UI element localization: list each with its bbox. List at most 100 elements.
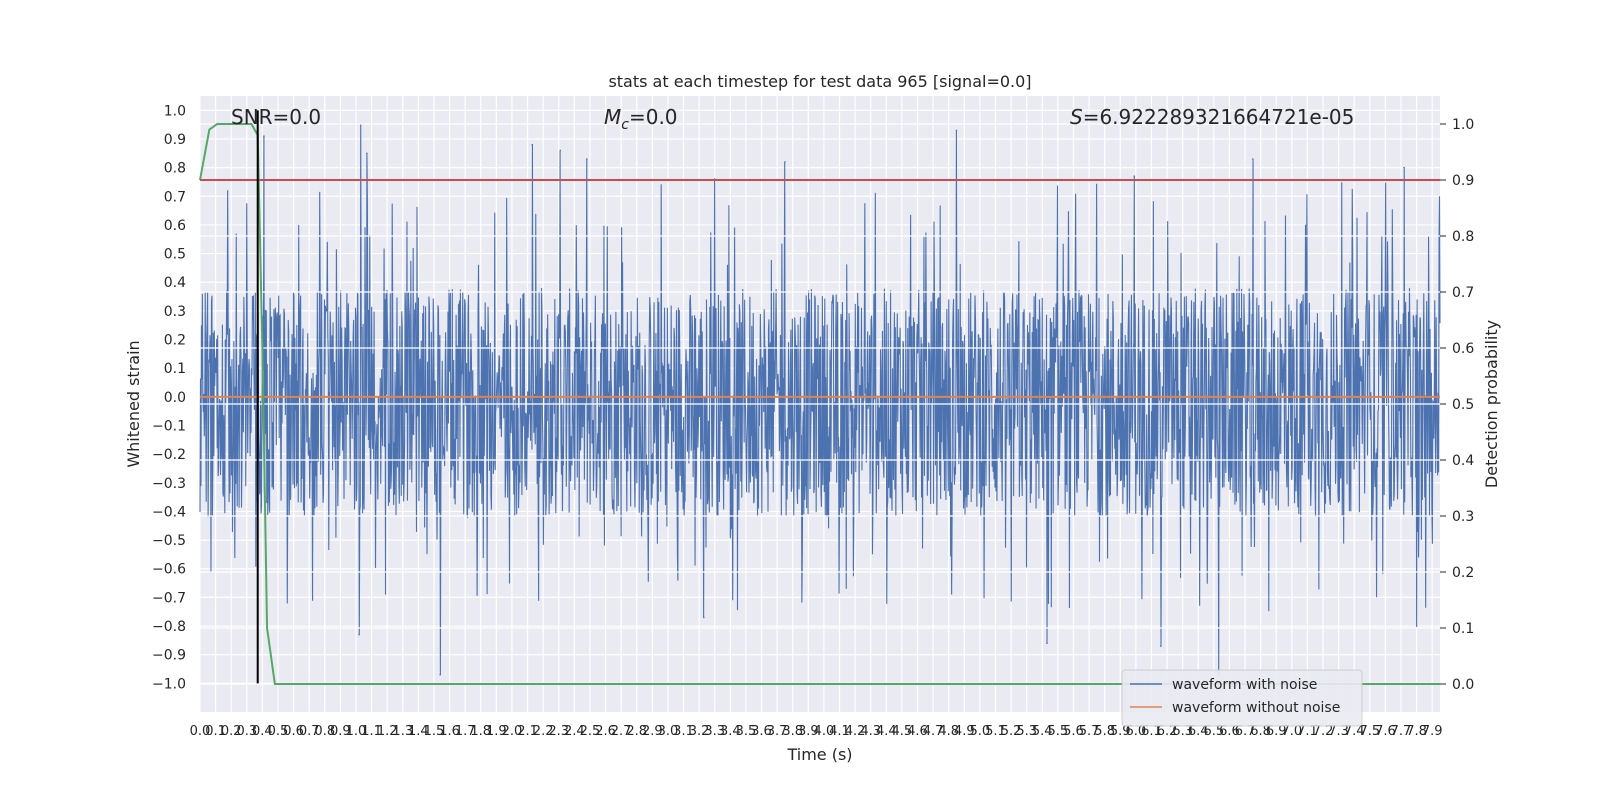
noise-peak-point <box>702 616 705 619</box>
y-tick-label: −0.8 <box>152 619 186 635</box>
s-annotation: S=6.922289321664721e-05 <box>1070 105 1354 129</box>
x-tick-label: 2.7 <box>611 724 632 739</box>
legend-label-waveform-with-noise: waveform with noise <box>1172 677 1317 693</box>
x-tick-label: 7.1 <box>1297 724 1318 739</box>
x-tick-label: 3.7 <box>767 724 788 739</box>
x-tick-label: 2.6 <box>595 724 616 739</box>
x-tick-label: 0.5 <box>268 724 289 739</box>
y-tick-label: −0.5 <box>152 533 186 549</box>
x-tick-label: 7.3 <box>1328 724 1349 739</box>
x-tick-label: 1.9 <box>486 724 507 739</box>
x-tick-label: 2.8 <box>626 724 647 739</box>
x-tick-label: 4.8 <box>938 724 959 739</box>
x-tick-label: 7.2 <box>1313 724 1334 739</box>
x-tick-label: 0.8 <box>314 724 335 739</box>
y-tick-label: −0.2 <box>152 447 186 463</box>
noise-peak-point <box>1252 158 1254 160</box>
x-tick-label: 5.8 <box>1094 724 1115 739</box>
x-tick-label: 5.0 <box>970 724 991 739</box>
x-tick-label: 1.7 <box>455 724 476 739</box>
noise-peak-point <box>531 143 534 146</box>
x-tick-label: 1.2 <box>377 724 398 739</box>
noise-peak-point <box>1415 625 1418 627</box>
y-tick-label: −0.3 <box>152 476 186 492</box>
x-tick-label: 5.6 <box>1063 724 1084 739</box>
x-tick-label: 0.3 <box>236 724 257 739</box>
x-tick-label: 7.9 <box>1422 724 1443 739</box>
y-tick-label: −0.7 <box>152 590 186 606</box>
legend-box <box>1121 669 1363 727</box>
x-tick-label: 6.3 <box>1172 724 1193 739</box>
x-tick-label: 1.4 <box>408 724 429 739</box>
y-tick-label: 0.8 <box>164 161 186 177</box>
x-tick-label: 6.0 <box>1126 724 1147 739</box>
y2-tick-label: 0.0 <box>1452 677 1474 693</box>
series-layer <box>199 123 1441 676</box>
x-tick-label: 3.5 <box>736 724 757 739</box>
y2-tick-label: 0.5 <box>1452 397 1474 413</box>
x-tick-label: 2.3 <box>548 724 569 739</box>
noise-peak-point <box>263 135 265 137</box>
x-tick-label: 4.4 <box>876 724 897 739</box>
x-tick-label: 2.1 <box>517 724 538 739</box>
y-tick-label: 0.3 <box>164 304 186 320</box>
x-tick-label: 6.5 <box>1203 724 1224 739</box>
x-tick-label: 4.7 <box>923 724 944 739</box>
y-tick-label: 0.2 <box>164 333 186 349</box>
noise-peak-point <box>1046 642 1048 645</box>
noise-peak-point <box>559 149 562 152</box>
x-tick-label: 4.2 <box>845 724 866 739</box>
x-tick-label: 5.5 <box>1048 724 1069 739</box>
noise-peak-point <box>358 633 360 636</box>
x-tick-label: 2.9 <box>642 724 663 739</box>
y2-tick-label: 0.1 <box>1452 621 1474 637</box>
mc-value: =0.0 <box>629 105 678 129</box>
y2-tick-label: 0.9 <box>1452 173 1474 189</box>
noise-peak-point <box>955 129 958 132</box>
x-tick-label: 3.0 <box>658 724 679 739</box>
y-tick-label: −0.1 <box>152 418 186 434</box>
y-tick-label: 1.0 <box>164 103 186 119</box>
x-tick-label: 3.4 <box>720 724 741 739</box>
x-axis-label: Time (s) <box>786 745 852 764</box>
x-tick-label: 0.0 <box>190 724 211 739</box>
y2-tick-label: 0.3 <box>1452 509 1474 525</box>
x-tick-label: 1.0 <box>346 724 367 739</box>
y-tick-label: 0.6 <box>164 218 186 234</box>
x-tick-label: 7.5 <box>1359 724 1380 739</box>
x-tick-label: 5.4 <box>1032 724 1053 739</box>
x-tick-label: 4.1 <box>829 724 850 739</box>
x-tick-label: 5.3 <box>1016 724 1037 739</box>
x-tick-label: 6.9 <box>1266 724 1287 739</box>
y2-tick-label: 1.0 <box>1452 117 1474 133</box>
y-tick-label: 0.9 <box>164 132 186 148</box>
x-tick-label: 0.7 <box>299 724 320 739</box>
x-tick-label: 1.6 <box>439 724 460 739</box>
s-symbol: S <box>1070 105 1083 129</box>
x-tick-label: 2.2 <box>533 724 554 739</box>
x-tick-label: 5.9 <box>1110 724 1131 739</box>
x-tick-label: 2.5 <box>580 724 601 739</box>
overlay-layer <box>199 110 1440 685</box>
x-tick-label: 3.6 <box>751 724 772 739</box>
x-tick-label: 3.2 <box>689 724 710 739</box>
x-tick-label: 5.7 <box>1079 724 1100 739</box>
x-tick-label: 6.2 <box>1157 724 1178 739</box>
x-tick-label: 5.2 <box>1001 724 1022 739</box>
y-tick-label: 0.1 <box>164 361 186 377</box>
x-tick-label: 6.4 <box>1188 724 1209 739</box>
y-axis-label: Whitened strain <box>124 340 143 467</box>
x-tick-label: 7.4 <box>1344 724 1365 739</box>
noise-peak-point <box>586 158 588 160</box>
legend: waveform with noise waveform without noi… <box>1121 669 1363 727</box>
x-tick-label: 1.3 <box>392 724 413 739</box>
y2-tick-label: 0.2 <box>1452 565 1474 581</box>
series-line-waveform-with-noise <box>199 124 1441 675</box>
y2-grid <box>200 123 1440 685</box>
legend-label-waveform-without-noise: waveform without noise <box>1172 700 1340 716</box>
mc-subscript: c <box>621 117 629 133</box>
s-value: =6.922289321664721e-05 <box>1083 105 1355 129</box>
noise-peak-point <box>1160 645 1162 647</box>
x-tick-label: 6.8 <box>1250 724 1271 739</box>
x-tick-label: 2.0 <box>502 724 523 739</box>
